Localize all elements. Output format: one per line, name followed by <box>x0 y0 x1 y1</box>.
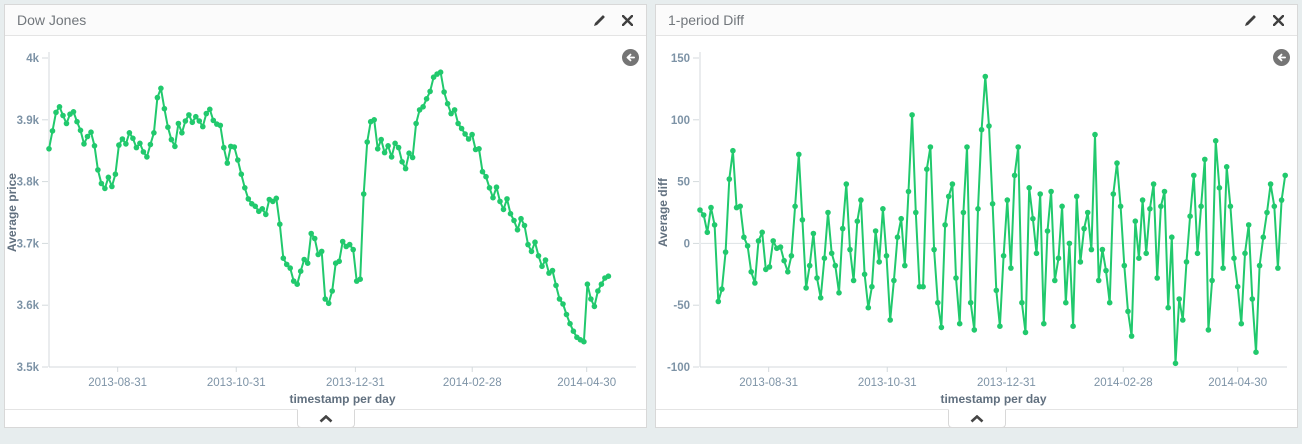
collapse-chevron-up-button[interactable] <box>947 409 1006 428</box>
edit-pencil-icon[interactable] <box>1243 13 1257 27</box>
svg-text:2013-12-31: 2013-12-31 <box>977 377 1036 389</box>
svg-text:0: 0 <box>684 238 690 250</box>
dow-jones-line-chart[interactable]: 4k 3.9k 3.8k 3.7k 3.6k 3.5k 2013-08-31 2013-10-… <box>5 36 646 409</box>
svg-text:3.6k: 3.6k <box>17 300 40 312</box>
svg-text:4k: 4k <box>26 53 39 65</box>
svg-text:2013-08-31: 2013-08-31 <box>739 377 798 389</box>
back-circle-arrow-icon[interactable] <box>622 49 639 66</box>
svg-text:150: 150 <box>671 53 690 65</box>
panel-1-period-diff: 1-period Diff 150 100 50 0 -50 -100 2013-08-31… <box>655 4 1298 428</box>
panel-tools <box>1243 13 1285 27</box>
edit-pencil-icon[interactable] <box>592 13 606 27</box>
diff-line-chart[interactable]: 150 100 50 0 -50 -100 2013-08-31 2013-10-31 2013… <box>656 36 1297 409</box>
close-icon[interactable] <box>620 13 634 27</box>
panel-header: 1-period Diff <box>656 5 1297 36</box>
svg-text:3.8k: 3.8k <box>17 177 40 189</box>
svg-text:3.9k: 3.9k <box>17 115 40 127</box>
panel-dow-jones: Dow Jones 4k 3.9k 3.8k 3.7k 3.6k 3.5k 2013-08-… <box>4 4 647 428</box>
chart-area: 150 100 50 0 -50 -100 2013-08-31 2013-10-31 2013… <box>656 36 1297 409</box>
svg-text:2014-04-30: 2014-04-30 <box>557 377 616 389</box>
svg-text:3.5k: 3.5k <box>17 362 40 374</box>
svg-text:-50: -50 <box>673 300 690 312</box>
svg-text:3.7k: 3.7k <box>17 238 40 250</box>
svg-text:2013-10-31: 2013-10-31 <box>858 377 917 389</box>
close-icon[interactable] <box>1271 13 1285 27</box>
chart-area: 4k 3.9k 3.8k 3.7k 3.6k 3.5k 2013-08-31 2013-10-… <box>5 36 646 409</box>
svg-text:Average diff: Average diff <box>656 177 670 247</box>
svg-text:-100: -100 <box>667 362 690 374</box>
svg-text:100: 100 <box>671 115 690 127</box>
svg-text:2013-12-31: 2013-12-31 <box>326 377 385 389</box>
panel-tools <box>592 13 634 27</box>
svg-text:50: 50 <box>677 177 690 189</box>
panel-title: 1-period Diff <box>668 12 745 28</box>
svg-text:2014-04-30: 2014-04-30 <box>1208 377 1267 389</box>
svg-text:timestamp per day: timestamp per day <box>940 392 1046 406</box>
panel-header: Dow Jones <box>5 5 646 36</box>
svg-text:Average price: Average price <box>5 173 19 252</box>
back-circle-arrow-icon[interactable] <box>1273 49 1290 66</box>
dashboard: Dow Jones 4k 3.9k 3.8k 3.7k 3.6k 3.5k 2013-08-… <box>4 4 1298 428</box>
svg-text:2014-02-28: 2014-02-28 <box>1094 377 1153 389</box>
panel-footer <box>5 409 646 428</box>
svg-text:timestamp per day: timestamp per day <box>289 392 395 406</box>
panel-footer <box>656 409 1297 428</box>
collapse-chevron-up-button[interactable] <box>296 409 355 428</box>
svg-text:2013-10-31: 2013-10-31 <box>207 377 266 389</box>
svg-text:2014-02-28: 2014-02-28 <box>443 377 502 389</box>
panel-title: Dow Jones <box>17 12 87 28</box>
svg-text:2013-08-31: 2013-08-31 <box>88 377 147 389</box>
